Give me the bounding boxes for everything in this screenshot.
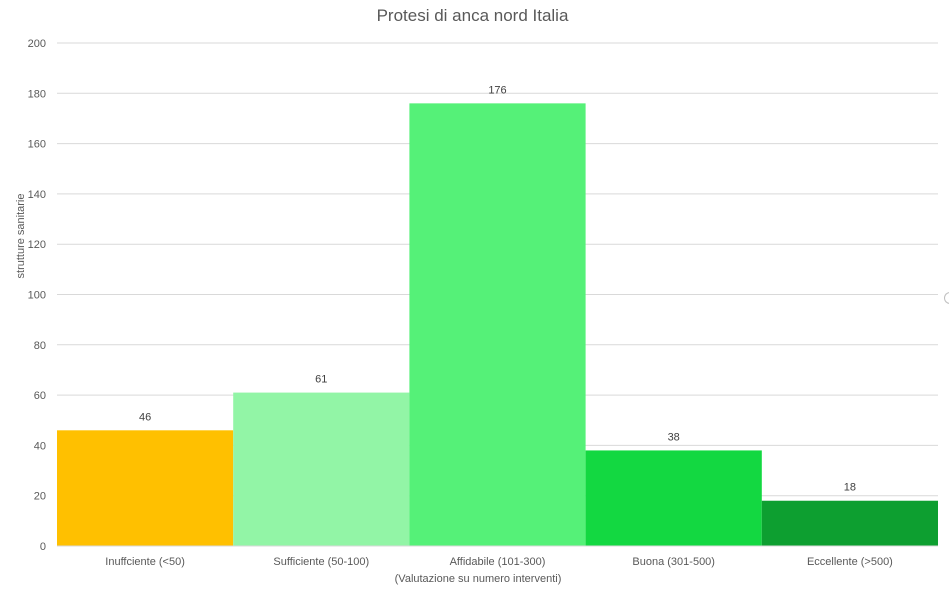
y-tick-label: 20 xyxy=(34,491,46,503)
y-tick-label: 0 xyxy=(40,541,46,553)
y-tick-label: 180 xyxy=(28,88,46,100)
data-label: 38 xyxy=(668,431,680,443)
x-tick-label: Inuffciente (<50) xyxy=(105,556,185,568)
x-tick-label: Buona (301-500) xyxy=(632,556,715,568)
y-tick-label: 40 xyxy=(34,440,46,452)
bar xyxy=(585,450,762,546)
y-tick-label: 80 xyxy=(34,340,46,352)
x-tick-label: Sufficiente (50-100) xyxy=(273,556,369,568)
data-label: 46 xyxy=(139,411,151,423)
data-label: 61 xyxy=(315,374,327,386)
y-tick-label: 100 xyxy=(28,290,46,302)
data-labels: 46 61 176 38 18 xyxy=(139,84,856,493)
x-axis-title: (Valutazione su numero interventi) xyxy=(395,573,562,585)
bar xyxy=(57,430,234,546)
y-tick-label: 160 xyxy=(28,139,46,151)
x-tick-label: Affidabile (101-300) xyxy=(450,556,546,568)
bar xyxy=(233,392,410,546)
y-tick-label: 140 xyxy=(28,189,46,201)
bars xyxy=(57,103,938,547)
y-tick-label: 60 xyxy=(34,390,46,402)
chart-title: Protesi di anca nord Italia xyxy=(376,6,569,25)
y-axis-ticks: 0 20 40 60 80 100 120 140 160 180 200 xyxy=(28,38,46,553)
x-axis-ticks: Inuffciente (<50) Sufficiente (50-100) Aff… xyxy=(57,545,938,568)
y-tick-label: 200 xyxy=(28,38,46,50)
data-label: 176 xyxy=(488,84,506,96)
x-tick-label: Eccellente (>500) xyxy=(807,556,893,568)
y-axis-title: strutture sanitarie xyxy=(15,194,27,279)
bar xyxy=(761,500,938,546)
data-label: 18 xyxy=(844,482,856,494)
resize-handle-icon xyxy=(944,292,949,304)
y-tick-label: 120 xyxy=(28,239,46,251)
bar xyxy=(409,103,586,547)
